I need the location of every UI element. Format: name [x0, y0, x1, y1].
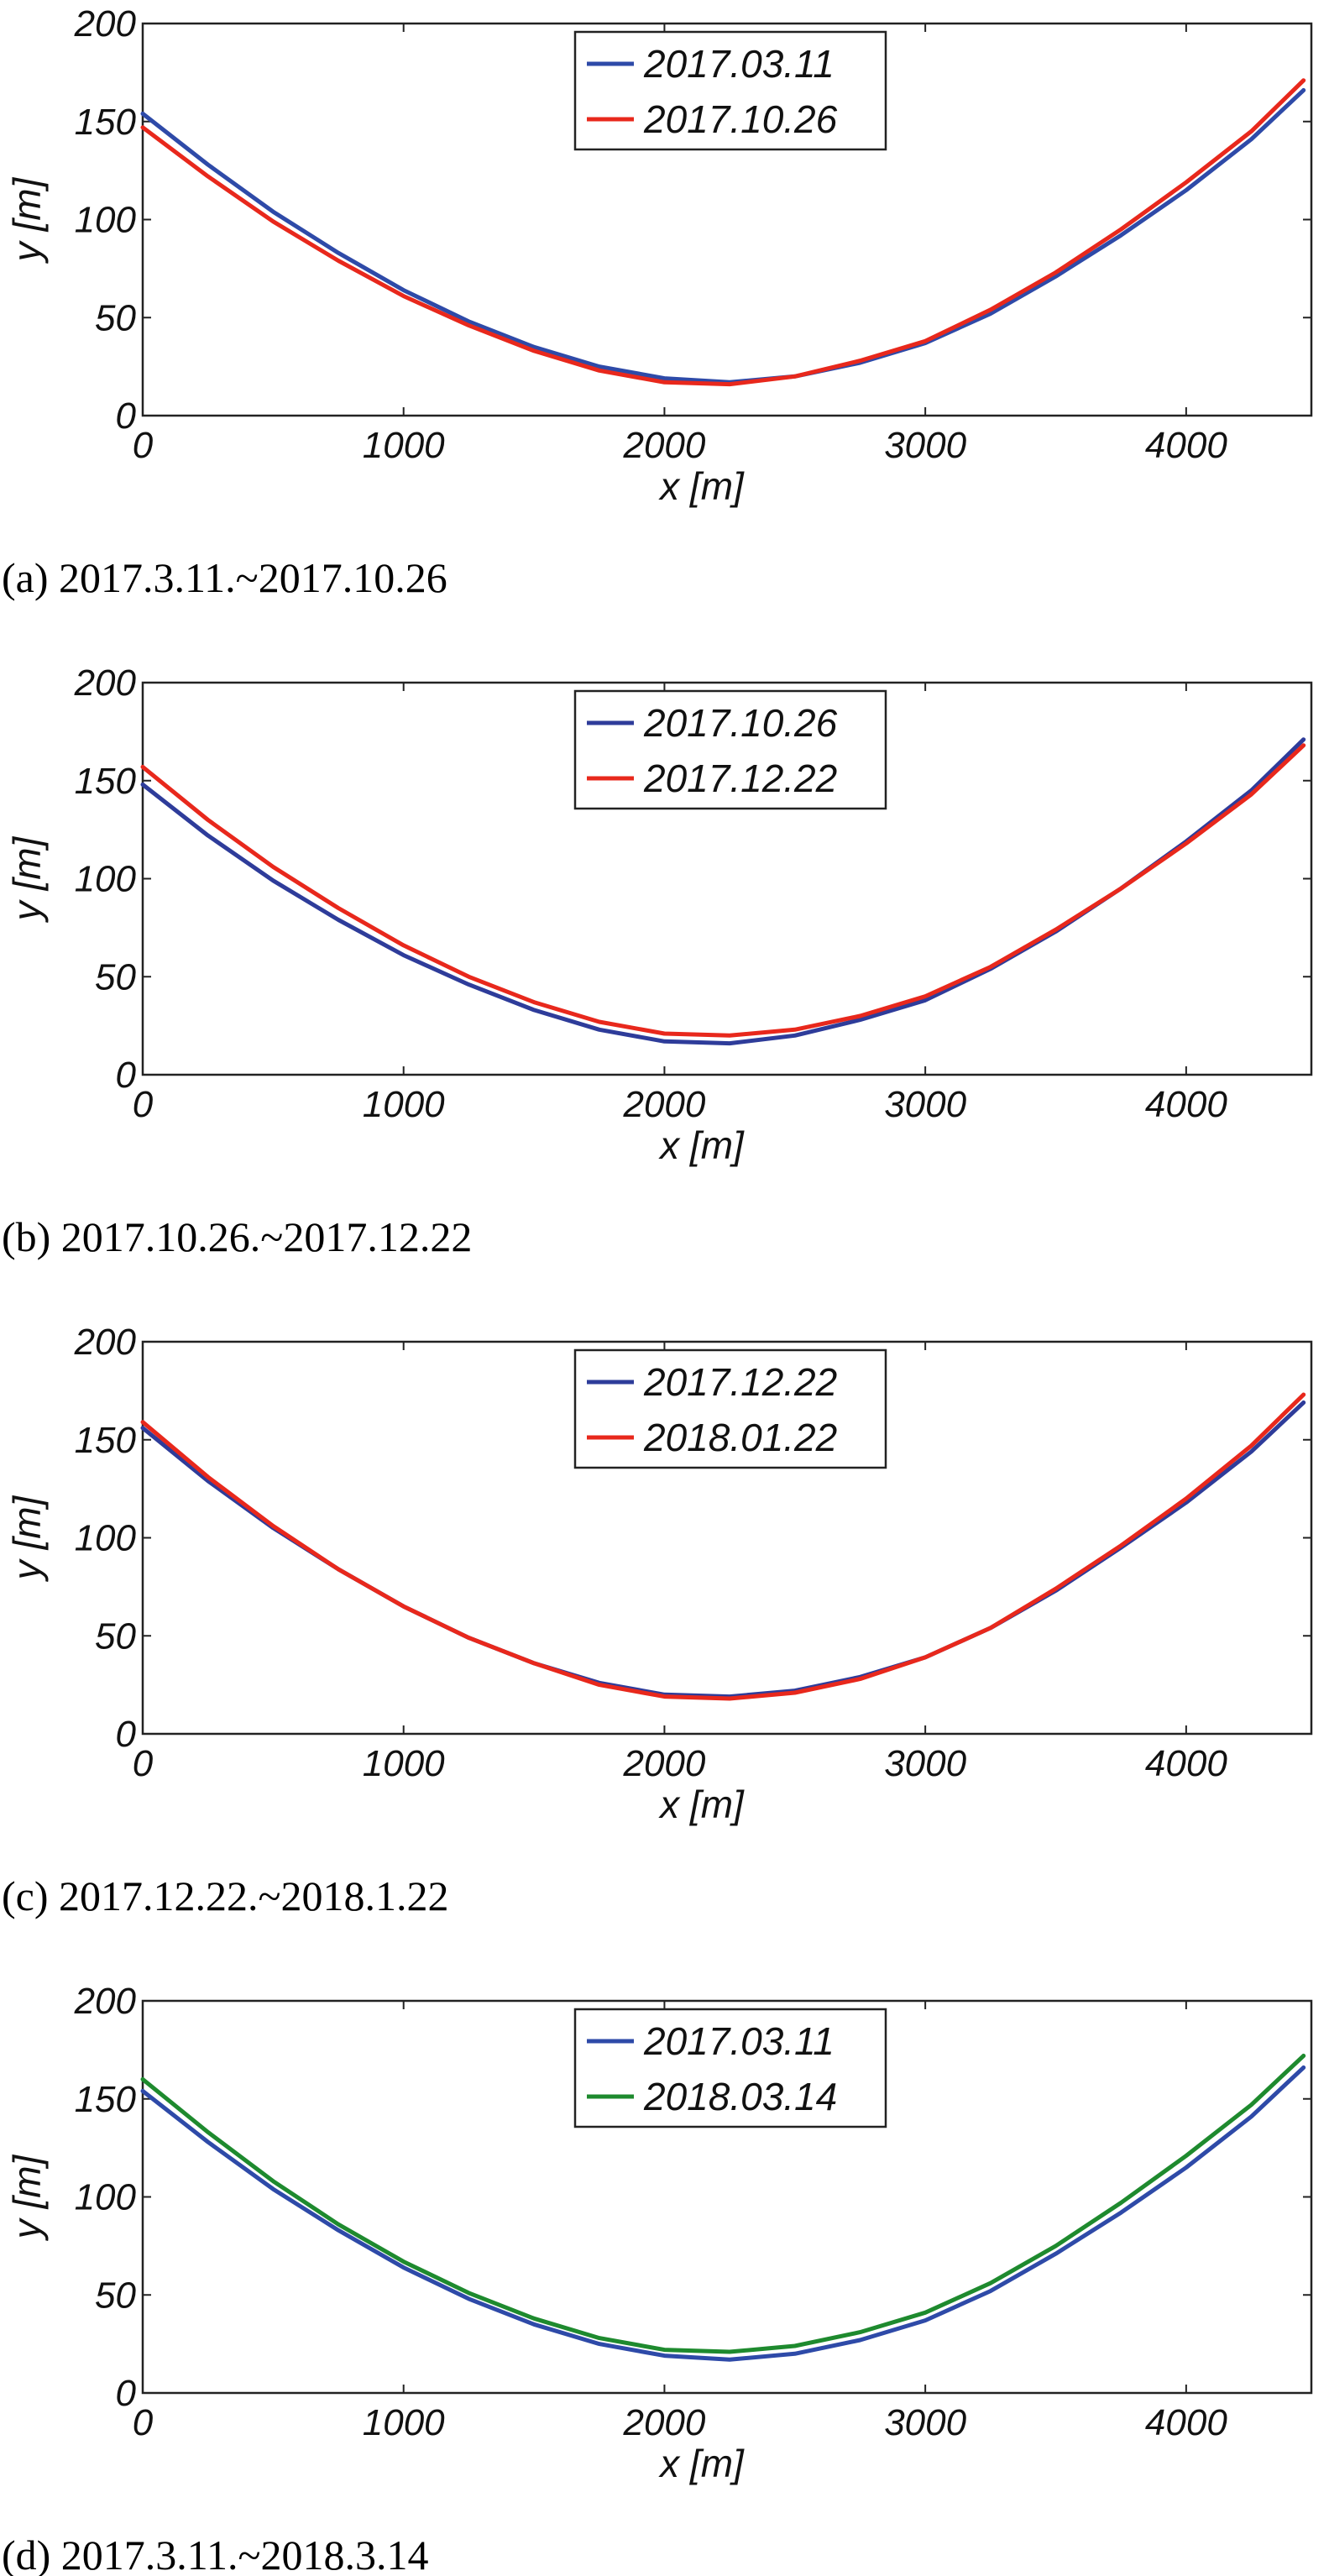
y-tick-label: 150 [75, 102, 137, 143]
x-axis-label: x [m] [658, 1783, 745, 1826]
panel-caption: (a) 2017.3.11.~2017.10.26 [2, 554, 447, 601]
y-tick-label: 150 [75, 1420, 137, 1461]
y-axis-label: y [m] [5, 176, 49, 264]
x-tick-label: 4000 [1145, 425, 1227, 466]
legend-label: 2017.03.11 [643, 2019, 835, 2063]
y-axis-label: y [m] [5, 2154, 49, 2241]
chart-panel-4: 0 1000 2000 3000 4000 0 50 100 150 200 x [m] y [m] 2… [2, 1981, 1313, 2576]
legend-box [573, 689, 887, 810]
x-tick-label: 4000 [1145, 1743, 1227, 1784]
chart-panel-2: 0 1000 2000 3000 4000 0 50 100 150 200 x [m] y [m] 2… [2, 662, 1313, 1260]
legend-box [573, 30, 887, 151]
x-tick-label: 4000 [1145, 1084, 1227, 1125]
y-tick-label: 150 [75, 2079, 137, 2120]
legend-label: 2017.10.26 [643, 701, 838, 745]
x-tick-label: 1000 [363, 1084, 445, 1125]
series-line-2 [140, 78, 1306, 387]
y-tick-label: 0 [116, 2373, 137, 2414]
x-tick-label: 1000 [363, 425, 445, 466]
series-line-2 [140, 2053, 1306, 2354]
panel-caption: (c) 2017.12.22.~2018.1.22 [2, 1872, 449, 1919]
x-tick-label: 0 [133, 425, 154, 466]
series-line-2 [140, 1392, 1306, 1701]
y-axis-label: y [m] [5, 1495, 49, 1582]
y-tick-label: 100 [75, 2177, 137, 2218]
y-tick-label: 150 [75, 761, 137, 802]
x-tick-label: 0 [133, 1743, 154, 1784]
y-tick-label: 200 [74, 662, 137, 704]
legend-label: 2017.10.26 [643, 97, 838, 141]
x-tick-label: 2000 [622, 1743, 705, 1784]
x-tick-label: 3000 [884, 1743, 966, 1784]
legend-label: 2018.03.14 [643, 2075, 837, 2118]
legend-label: 2017.03.11 [643, 42, 835, 86]
legend-label: 2018.01.22 [643, 1416, 837, 1459]
series-line-2 [140, 743, 1306, 1038]
chart-panel-3: 0 1000 2000 3000 4000 0 50 100 150 200 x [m] y [m] 2… [2, 1322, 1313, 1919]
x-tick-label: 1000 [363, 2402, 445, 2443]
y-tick-label: 0 [116, 395, 137, 437]
y-tick-label: 100 [75, 859, 137, 900]
y-tick-label: 200 [74, 1322, 137, 1363]
y-tick-label: 50 [95, 2275, 136, 2316]
x-tick-label: 2000 [622, 425, 705, 466]
legend-box [573, 1348, 887, 1469]
chart-panel-1: 0 1000 2000 3000 4000 0 50 100 150 200 x [m] y [m] 2… [2, 3, 1313, 601]
x-tick-label: 1000 [363, 1743, 445, 1784]
x-tick-label: 2000 [622, 1084, 705, 1125]
panel-caption: (b) 2017.10.26.~2017.12.22 [2, 1213, 472, 1260]
x-tick-label: 0 [133, 1084, 154, 1125]
y-tick-label: 100 [75, 1518, 137, 1559]
y-axis-label: y [m] [5, 835, 49, 923]
x-tick-label: 4000 [1145, 2402, 1227, 2443]
legend-box [573, 2008, 887, 2128]
legend-label: 2017.12.22 [643, 757, 837, 800]
x-tick-label: 3000 [884, 425, 966, 466]
legend-label: 2017.12.22 [643, 1360, 837, 1404]
y-tick-label: 50 [95, 956, 136, 997]
x-axis-label: x [m] [658, 2442, 745, 2485]
x-axis-label: x [m] [658, 1123, 745, 1167]
panel-caption: (d) 2017.3.11.~2018.3.14 [2, 2531, 429, 2576]
series-line-1 [140, 2065, 1306, 2362]
y-tick-label: 200 [74, 1981, 137, 2022]
y-tick-label: 0 [116, 1055, 137, 1096]
x-tick-label: 0 [133, 2402, 154, 2443]
y-tick-label: 50 [95, 297, 136, 338]
y-tick-label: 0 [116, 1714, 137, 1755]
y-tick-label: 50 [95, 1615, 136, 1657]
x-tick-label: 2000 [622, 2402, 705, 2443]
y-tick-label: 200 [74, 3, 137, 45]
x-tick-label: 3000 [884, 1084, 966, 1125]
x-axis-label: x [m] [658, 464, 745, 508]
y-tick-label: 100 [75, 200, 137, 241]
x-tick-label: 3000 [884, 2402, 966, 2443]
